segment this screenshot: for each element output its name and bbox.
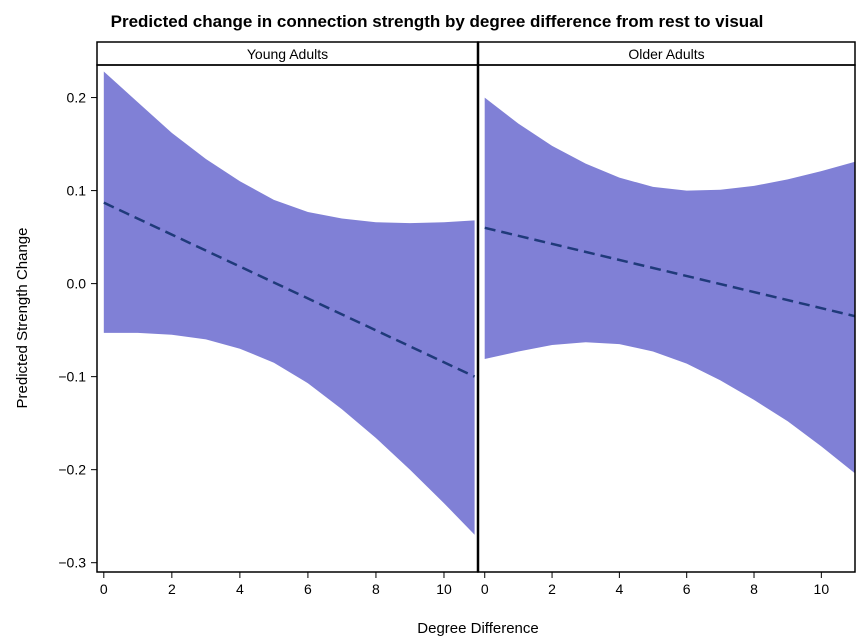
y-tick-label: −0.1 — [58, 369, 86, 385]
y-axis: −0.3 −0.2 −0.1 0.0 0.1 0.2 — [58, 90, 97, 571]
panel-strip-label: Young Adults — [247, 46, 328, 62]
x-tick-label: 2 — [168, 581, 176, 597]
y-tick-label: 0.2 — [67, 90, 87, 106]
x-tick-label: 0 — [100, 581, 108, 597]
panel-strip-label: Older Adults — [628, 46, 704, 62]
panels: Young Adults 0 2 4 6 8 10 Older Adults 0 2 4 6 8 10 — [96, 41, 856, 597]
panel-2: Older Adults 0 2 4 6 8 10 — [477, 41, 856, 597]
panel-1: Young Adults 0 2 4 6 8 10 — [96, 41, 479, 597]
y-tick-label: −0.2 — [58, 462, 86, 478]
x-tick-label: 6 — [683, 581, 691, 597]
y-tick-label: −0.3 — [58, 555, 86, 571]
fit-line — [484, 226, 856, 318]
chart-title: Predicted change in connection strength … — [111, 12, 764, 31]
x-tick-label: 4 — [615, 581, 623, 597]
y-axis-label: Predicted Strength Change — [14, 228, 31, 409]
y-tick-label: 0.0 — [67, 276, 87, 292]
x-axis-label: Degree Difference — [417, 620, 538, 637]
x-tick-label: 6 — [304, 581, 312, 597]
y-tick-label: 0.1 — [67, 183, 87, 199]
x-tick-label: 10 — [436, 581, 452, 597]
x-tick-label: 8 — [372, 581, 380, 597]
fit-line — [103, 201, 476, 378]
confidence-band — [103, 71, 475, 535]
confidence-band — [484, 97, 855, 474]
x-tick-label: 4 — [236, 581, 244, 597]
x-tick-label: 0 — [481, 581, 489, 597]
x-tick-label: 8 — [750, 581, 758, 597]
x-tick-label: 2 — [548, 581, 556, 597]
x-tick-label: 10 — [814, 581, 830, 597]
